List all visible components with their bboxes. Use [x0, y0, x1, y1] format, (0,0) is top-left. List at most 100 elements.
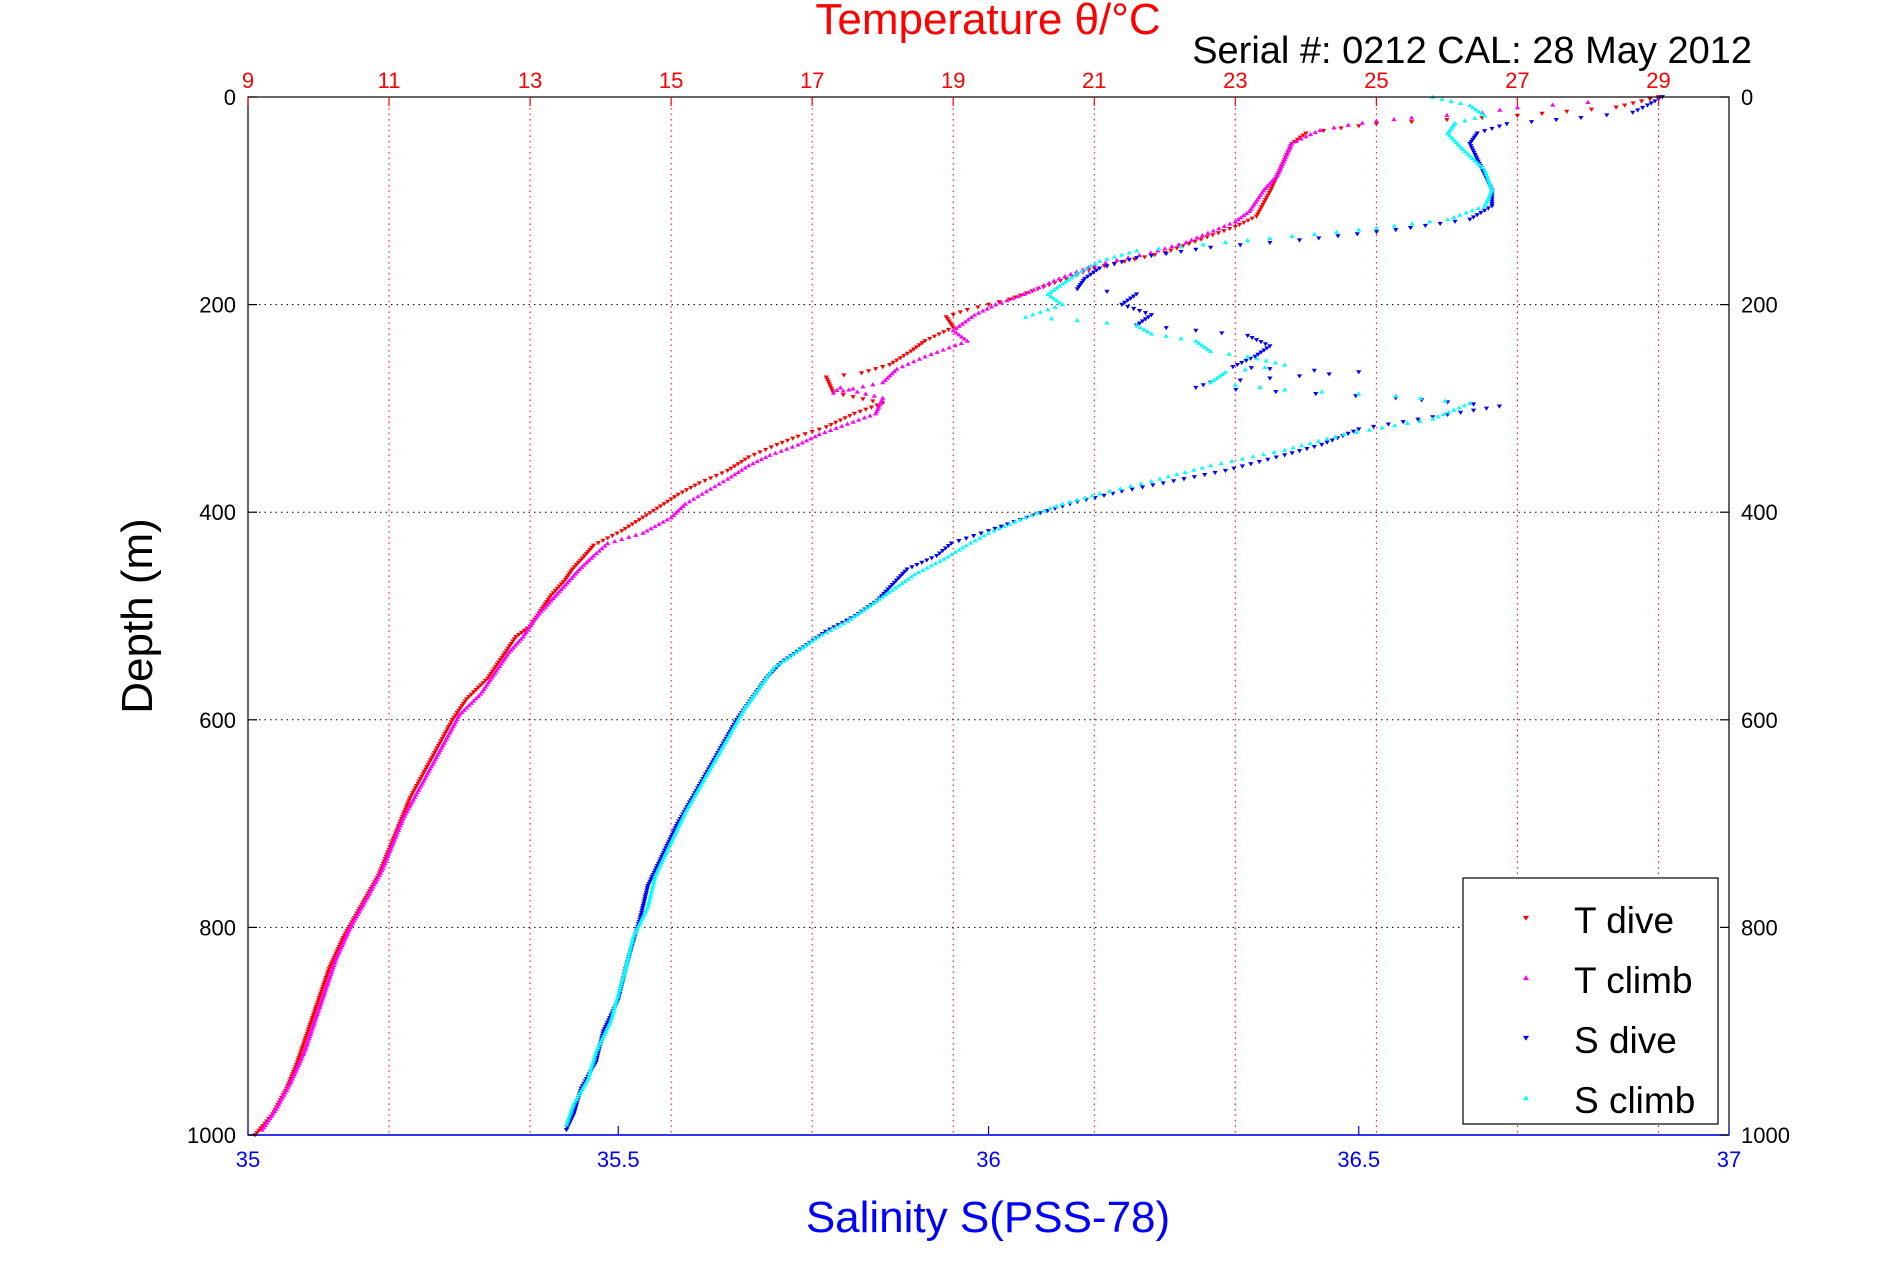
data-point [1192, 239, 1198, 244]
data-point [1476, 109, 1482, 114]
data-point [646, 881, 652, 886]
data-point [1319, 389, 1325, 394]
data-point [1148, 331, 1155, 336]
data-point [497, 658, 503, 663]
data-point [830, 390, 836, 395]
data-point [640, 904, 646, 909]
data-point [1045, 291, 1051, 297]
data-point [1059, 281, 1066, 286]
data-point [1315, 438, 1322, 443]
data-point [863, 407, 869, 412]
data-point [842, 416, 848, 421]
data-point [968, 314, 974, 320]
data-point [605, 541, 611, 546]
data-point [892, 585, 899, 590]
data-point [1199, 233, 1206, 238]
data-point [695, 494, 701, 499]
data-point [1234, 362, 1240, 368]
data-point [1451, 407, 1457, 412]
data-point [596, 548, 602, 553]
data-point [642, 895, 648, 900]
data-point [1266, 190, 1272, 196]
data-point [648, 890, 654, 896]
data-point [444, 727, 450, 732]
data-point [319, 987, 325, 992]
data-point [1249, 216, 1255, 221]
data-point [460, 701, 467, 706]
data-point [1045, 307, 1051, 312]
data-point [424, 765, 430, 770]
temperature-tick-label: 19 [941, 68, 965, 93]
data-point [839, 423, 845, 428]
data-point [691, 496, 697, 501]
data-point [560, 584, 566, 589]
data-point [321, 982, 327, 987]
data-point [1514, 105, 1521, 110]
data-point [1237, 378, 1243, 383]
data-point [1216, 226, 1222, 231]
data-point [793, 649, 799, 655]
data-point [429, 755, 435, 760]
data-point [573, 563, 580, 568]
data-point [732, 472, 738, 477]
temperature-tick-label: 29 [1646, 68, 1670, 93]
data-point [459, 709, 465, 715]
data-point [588, 555, 594, 560]
data-point [438, 739, 444, 744]
data-point [488, 671, 494, 677]
data-point [992, 302, 999, 307]
data-point [1092, 261, 1098, 266]
legend-label: S dive [1574, 1020, 1677, 1061]
data-point [456, 708, 462, 713]
data-point [581, 562, 587, 567]
data-point [556, 584, 562, 589]
data-point [410, 791, 416, 796]
data-point [1211, 378, 1217, 383]
data-point [1248, 462, 1254, 467]
data-point [1474, 213, 1480, 218]
data-point [1235, 217, 1241, 222]
data-point [1208, 380, 1214, 385]
data-point [1455, 142, 1461, 147]
data-point [1485, 206, 1491, 211]
data-point [544, 600, 550, 605]
data-point [644, 886, 650, 891]
data-point [668, 497, 674, 502]
data-point [614, 531, 620, 536]
data-point [466, 703, 472, 708]
data-point [848, 616, 854, 621]
data-point [916, 356, 922, 361]
data-point [1293, 138, 1300, 144]
data-point [1125, 298, 1131, 303]
salinity-tick-label: 35 [236, 1147, 260, 1172]
data-point [296, 1056, 302, 1061]
data-point [297, 1051, 303, 1056]
data-point [609, 533, 615, 539]
data-point [1048, 316, 1055, 321]
data-point [1096, 266, 1103, 271]
data-point [841, 373, 847, 378]
data-point [959, 321, 965, 326]
data-point [1210, 233, 1216, 238]
data-point [884, 375, 891, 380]
data-point [1299, 443, 1305, 448]
data-point [936, 332, 942, 337]
data-point [1119, 252, 1125, 257]
data-point [1373, 122, 1379, 127]
legend-marker [1523, 1035, 1529, 1041]
data-point [889, 583, 895, 588]
data-point [777, 661, 783, 666]
data-point [301, 1040, 307, 1045]
data-point [812, 434, 818, 439]
data-point [856, 417, 862, 422]
data-point [961, 336, 968, 341]
data-point [803, 438, 810, 443]
data-point [1427, 219, 1433, 224]
data-point [1462, 148, 1468, 154]
data-point [1354, 232, 1360, 237]
data-point [1163, 326, 1169, 331]
data-point [623, 966, 629, 971]
data-point [991, 528, 997, 533]
data-point [1444, 112, 1450, 117]
data-point [1553, 118, 1559, 123]
